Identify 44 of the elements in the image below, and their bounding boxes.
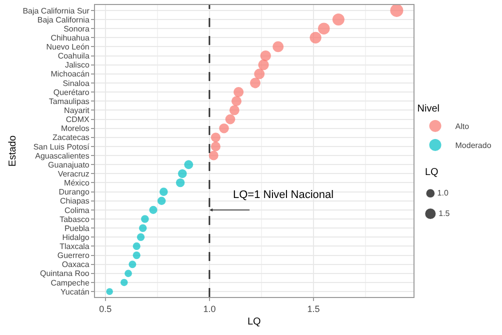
y-tick-label: Chihuahua — [50, 33, 90, 42]
legend-label: 1.0 — [437, 188, 449, 198]
x-tick-label: 1.0 — [203, 304, 216, 314]
y-tick-label: Sonora — [64, 24, 90, 34]
y-tick-label: Hidalgo — [62, 232, 90, 242]
legend-label: Moderado — [455, 141, 492, 150]
y-tick-label: Aguascalientes — [35, 151, 90, 160]
y-tick-label: Baja California — [37, 15, 90, 24]
y-tick-label: CDMX — [66, 115, 90, 124]
y-axis-title: Estado — [8, 135, 19, 167]
y-tick-label: Baja California Sur — [22, 6, 90, 16]
y-tick-label: Nayarit — [64, 106, 90, 115]
y-tick-label: Tamaulipas — [48, 96, 90, 106]
y-tick-label: Morelos — [60, 124, 90, 134]
y-tick-label: Sinaloa — [62, 78, 90, 88]
y-tick-label: Jalisco — [64, 60, 90, 70]
y-tick-label: Nuevo León — [46, 42, 90, 52]
y-tick-label: Veracruz — [58, 169, 90, 178]
y-tick-label: Campeche — [50, 278, 90, 288]
y-tick-label: Coahuila — [58, 52, 90, 61]
y-tick-label: Oaxaca — [62, 260, 90, 270]
legend-label: Alto — [455, 122, 470, 132]
y-tick-label: Querétaro — [53, 88, 90, 97]
y-tick-label: Yucatán — [60, 287, 90, 296]
y-tick-label: Guerrero — [57, 251, 90, 260]
ref-line-label: LQ=1 Nivel Nacional — [233, 189, 334, 201]
y-tick-label: Tabasco — [60, 214, 90, 224]
legend-title: Nivel — [417, 103, 440, 114]
y-tick-label: San Luis Potosí — [33, 142, 90, 152]
x-axis-title: LQ — [425, 167, 439, 178]
y-tick-label: Chiapas — [60, 196, 90, 206]
x-tick-label: 1.5 — [307, 304, 320, 314]
y-tick-label: Tlaxcala — [60, 242, 90, 252]
y-tick-label: Michoacán — [50, 70, 90, 79]
x-tick-label: 0.5 — [99, 304, 112, 314]
y-tick-label: México — [64, 178, 90, 188]
y-tick-label: Zacatecas — [52, 133, 90, 142]
y-tick-label: Puebla — [64, 224, 90, 233]
legend-label: 1.5 — [438, 208, 450, 218]
y-tick-label: Guanajuato — [48, 160, 90, 170]
text: LQ — [248, 316, 261, 328]
y-tick-label: Quintana Roo — [40, 269, 90, 278]
y-tick-label: Colima — [64, 206, 90, 215]
y-tick-label: Durango — [58, 188, 90, 197]
